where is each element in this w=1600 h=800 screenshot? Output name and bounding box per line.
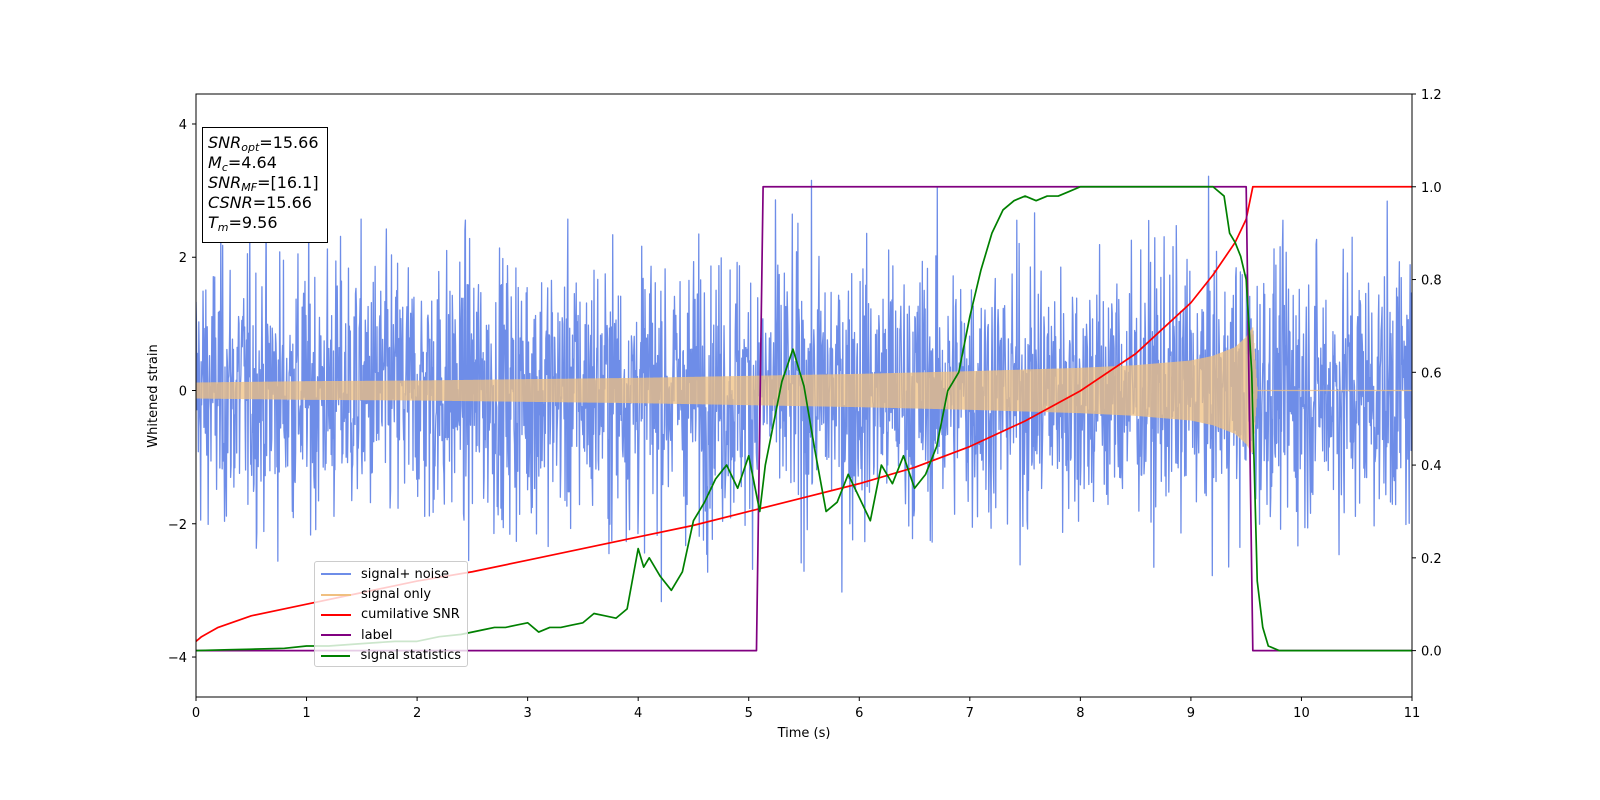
legend-item-signal-only: signal only (321, 584, 461, 604)
y2-tick-label: 1.0 (1421, 181, 1442, 196)
x-tick-label: 10 (1293, 706, 1310, 721)
legend-swatch (321, 654, 351, 657)
plot-frame (195, 93, 1413, 698)
legend-swatch (321, 573, 351, 576)
info-snr-opt: SNRopt=15.66 (208, 133, 319, 154)
legend-item-signal-noise: signal+ noise (321, 564, 461, 584)
y2-tick-label: 1.2 (1421, 88, 1442, 103)
legend-item-cumilative-snr: cumilative SNR (321, 605, 461, 625)
y-tick-label: −2 (168, 518, 187, 533)
y-axis-right: 1.2 1.0 0.8 0.6 0.4 0.2 0.0 (1412, 88, 1442, 660)
y2-tick-label: 0.4 (1421, 459, 1442, 474)
y-axis-left: 4 2 0 −2 −4 (168, 118, 196, 666)
y-axis-label: Whitened strain (146, 344, 161, 447)
y-tick-label: 0 (179, 385, 187, 400)
x-axis-label: Time (s) (777, 726, 831, 741)
x-tick-label: 3 (523, 706, 531, 721)
x-tick-label: 0 (192, 706, 200, 721)
x-tick-label: 8 (1076, 706, 1084, 721)
y2-tick-label: 0.6 (1421, 366, 1442, 381)
y2-tick-label: 0.0 (1421, 645, 1442, 660)
legend-label: signal only (361, 587, 432, 603)
legend-label: signal+ noise (361, 566, 450, 582)
y-tick-label: 4 (179, 118, 187, 133)
info-tm: Tm=9.56 (208, 213, 278, 234)
legend-swatch (321, 634, 351, 637)
y-tick-label: 2 (179, 251, 187, 266)
legend-label: signal statistics (360, 648, 461, 664)
info-csnr: CSNR=15.66 (208, 193, 312, 212)
legend-swatch (321, 613, 351, 616)
y2-tick-label: 0.8 (1421, 274, 1442, 289)
x-tick-label: 7 (966, 706, 974, 721)
info-mc: Mc=4.64 (208, 153, 277, 174)
series-signal-only (196, 327, 1412, 454)
x-tick-label: 5 (745, 706, 753, 721)
legend-label: cumilative SNR (361, 607, 460, 623)
y2-tick-label: 0.2 (1421, 552, 1442, 567)
x-axis: 0 1 2 3 4 5 6 7 8 9 10 11 (192, 697, 1420, 721)
legend: signal+ noise signal only cumilative SNR la… (314, 561, 468, 667)
legend-item-signal-statistics: signal statistics (321, 646, 461, 666)
x-tick-label: 4 (634, 706, 642, 721)
x-tick-label: 11 (1404, 706, 1421, 721)
x-tick-label: 1 (302, 706, 310, 721)
x-tick-label: 2 (413, 706, 421, 721)
legend-label: label (361, 627, 393, 643)
series-signal-statistics (196, 185, 1412, 652)
info-box: SNRopt=15.66 Mc=4.64 SNRMF=[16.1] CSNR=1… (202, 127, 328, 243)
legend-swatch (321, 593, 351, 596)
info-snr-mf: SNRMF=[16.1] (208, 173, 319, 194)
legend-item-label: label (321, 625, 461, 645)
x-tick-label: 9 (1187, 706, 1195, 721)
y-tick-label: −4 (168, 651, 187, 666)
x-tick-label: 6 (855, 706, 863, 721)
